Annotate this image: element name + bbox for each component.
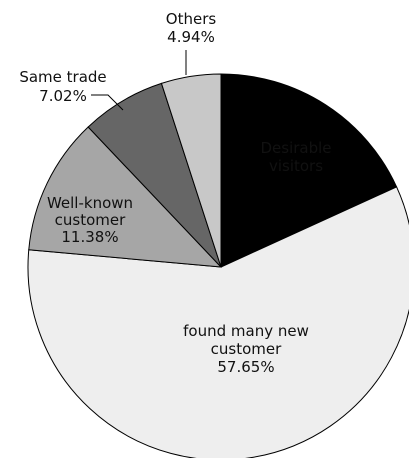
slice-value-label: 11.38% xyxy=(61,228,118,246)
pie-slice-others xyxy=(160,73,222,268)
leader-lines-layer xyxy=(91,50,187,111)
slice-label-well-known-customer: Well-known customer 11.38% xyxy=(47,194,133,246)
slice-name-line: found many new xyxy=(183,322,309,340)
slice-value-label: 57.65% xyxy=(217,358,274,376)
slices-layer xyxy=(27,73,409,458)
slice-name-line: Same trade xyxy=(19,68,106,86)
slice-value-label: 7.02% xyxy=(39,87,87,105)
slice-name-line: Desirable xyxy=(260,139,331,157)
slice-name-line: customer xyxy=(55,211,126,229)
pie-slice-desirable-visitors xyxy=(220,73,398,268)
slice-name-line: Others xyxy=(166,10,217,28)
leader-line-same-trade xyxy=(91,94,124,111)
slice-name-line: visitors xyxy=(269,157,323,175)
slice-label-others: Others 4.94% xyxy=(166,10,217,46)
slice-name-line: Well-known xyxy=(47,194,133,212)
slice-label-desirable-visitors: Desirable visitors xyxy=(260,139,331,175)
slice-label-found-many-new-customer: found many new customer 57.65% xyxy=(183,322,309,376)
slice-name-line: customer xyxy=(211,340,282,358)
slice-label-same-trade: Same trade 7.02% xyxy=(19,68,106,105)
pie-slice-well-known-customer xyxy=(28,126,223,268)
slice-value-label: 4.94% xyxy=(167,28,215,46)
pie-slice-found-many-new-customer xyxy=(27,186,409,458)
